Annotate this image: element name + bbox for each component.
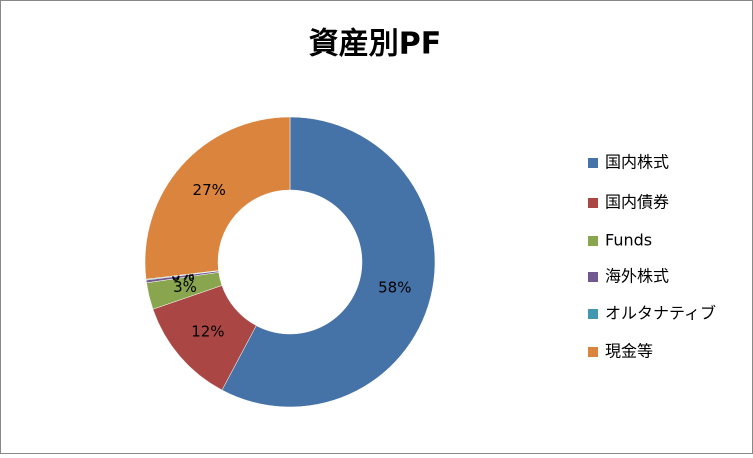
chart-title: 資産別PF	[309, 27, 441, 62]
data-label: 12%	[191, 323, 224, 341]
data-label: 27%	[193, 181, 226, 199]
donut-slice	[221, 116, 436, 408]
legend-label: 現金等	[605, 342, 653, 361]
donut-slice	[144, 116, 291, 280]
legend-swatch	[588, 347, 598, 357]
legend-label: 海外株式	[605, 267, 669, 286]
legend-swatch	[588, 158, 598, 168]
legend-label: 国内株式	[605, 153, 669, 172]
legend-label: オルタナティブ	[605, 304, 716, 323]
legend-swatch	[588, 236, 598, 246]
legend-swatch	[588, 272, 598, 282]
legend-swatch	[588, 198, 598, 208]
data-label: 3%	[173, 278, 197, 296]
data-label: 58%	[378, 279, 411, 297]
legend-label: 国内債券	[605, 193, 669, 212]
legend-label: Funds	[605, 231, 652, 250]
legend-swatch	[588, 309, 598, 319]
